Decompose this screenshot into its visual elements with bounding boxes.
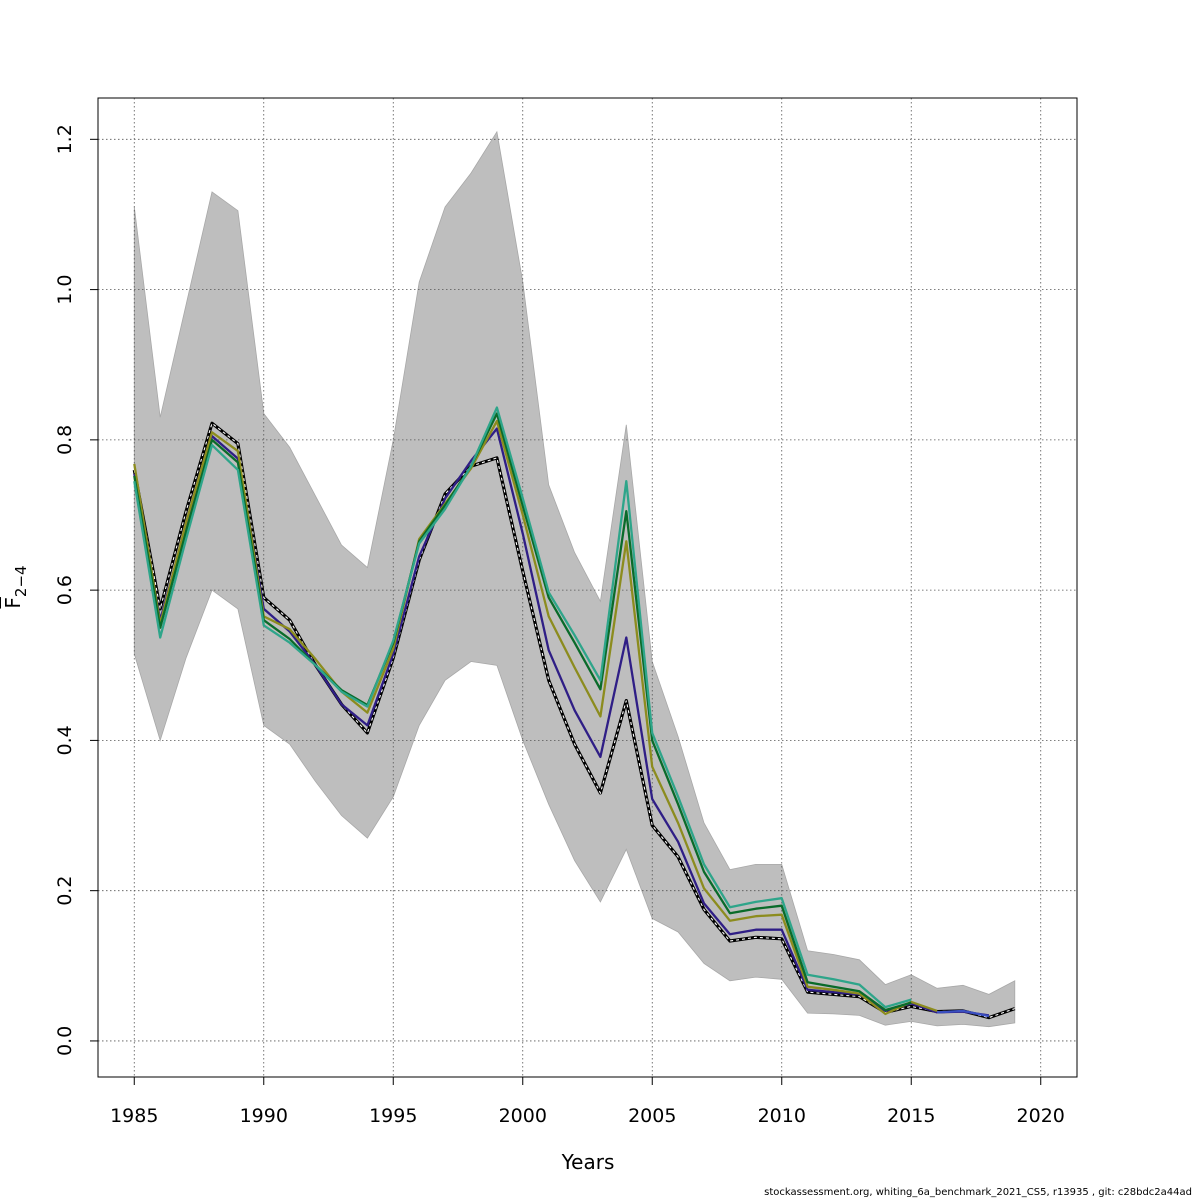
- series-line-0-dash: [133, 422, 1015, 1019]
- series-line-2: [133, 419, 938, 1016]
- y-axis-title-main: F: [1, 597, 25, 609]
- y-tick-label: 0.2: [54, 876, 76, 906]
- x-tick-label: 2005: [628, 1105, 676, 1127]
- x-axis: 1985 1990 1995 2000 2005 2010 2015 2020: [110, 1076, 1065, 1127]
- y-tick-label: 1.0: [54, 274, 76, 304]
- y-axis-title-sub: 2−4: [12, 565, 30, 597]
- confidence-band: [133, 130, 1016, 1028]
- x-tick-label: 2020: [1017, 1105, 1065, 1127]
- y-tick-label: 0.8: [54, 425, 76, 455]
- grid: [98, 98, 1077, 1077]
- x-tick-label: 2015: [887, 1105, 935, 1127]
- series-line-1: [133, 427, 990, 1017]
- x-axis-title: Years: [561, 1150, 615, 1174]
- footer-note: stockassessment.org, whiting_6a_benchmar…: [764, 1187, 1192, 1198]
- y-tick-label: 0.4: [54, 725, 76, 755]
- x-tick-label: 1995: [369, 1105, 417, 1127]
- y-tick-label: 0.0: [54, 1026, 76, 1056]
- y-tick-label: 1.2: [54, 124, 76, 154]
- series-line-4: [133, 406, 912, 1009]
- x-tick-label: 1990: [240, 1105, 288, 1127]
- confidence-band-area: [133, 130, 1016, 1028]
- x-tick-label: 2000: [499, 1105, 547, 1127]
- x-tick-label: 1985: [110, 1105, 158, 1127]
- series-line-5: [937, 1009, 990, 1018]
- svg-text:F2−4: F2−4: [1, 565, 30, 608]
- y-axis: 0.0 0.2 0.4 0.6 0.8 1.0 1.2: [54, 124, 99, 1056]
- x-tick-label: 2010: [758, 1105, 806, 1127]
- y-axis-title: F2−4: [1, 565, 30, 608]
- series-lines: [132, 406, 1016, 1020]
- y-tick-label: 0.6: [54, 575, 76, 605]
